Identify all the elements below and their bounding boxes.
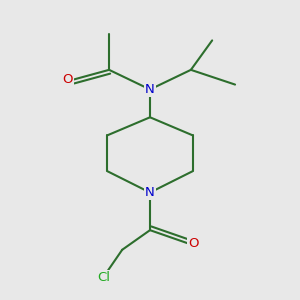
Text: O: O xyxy=(62,73,73,86)
Text: N: N xyxy=(145,83,155,96)
Text: Cl: Cl xyxy=(98,271,111,284)
Text: N: N xyxy=(145,186,155,199)
Text: O: O xyxy=(188,237,199,250)
